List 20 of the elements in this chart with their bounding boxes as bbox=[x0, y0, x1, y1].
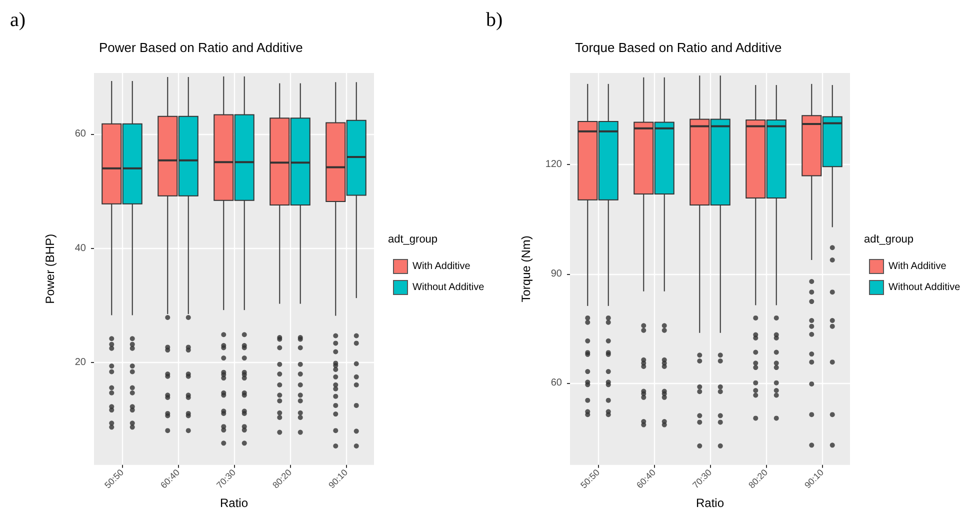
text: b) bbox=[486, 9, 503, 31]
y-tick-label: 60 bbox=[74, 128, 86, 140]
text: a) bbox=[10, 9, 26, 31]
legend-label: Without Additive bbox=[888, 282, 961, 293]
y-tick-label: 120 bbox=[545, 158, 562, 170]
x-axis-title: Ratio bbox=[696, 496, 724, 510]
y-axis-title: Power (BHP) bbox=[43, 234, 57, 304]
legend-label: Without Additive bbox=[412, 282, 485, 293]
legend-title: adt_group bbox=[864, 234, 914, 246]
chart-title: Power Based on Ratio and Additive bbox=[99, 40, 303, 55]
y-tick-label: 90 bbox=[550, 268, 562, 280]
y-axis-title: Torque (Nm) bbox=[519, 236, 533, 302]
chart-title: Torque Based on Ratio and Additive bbox=[575, 40, 782, 55]
y-tick-label: 60 bbox=[550, 378, 562, 389]
y-tick-label: 20 bbox=[74, 357, 86, 368]
x-axis-title: Ratio bbox=[220, 496, 248, 510]
legend-title: adt_group bbox=[388, 234, 438, 246]
legend-label: With Additive bbox=[888, 261, 947, 272]
y-tick-label: 40 bbox=[74, 242, 86, 254]
legend-label: With Additive bbox=[412, 261, 471, 272]
